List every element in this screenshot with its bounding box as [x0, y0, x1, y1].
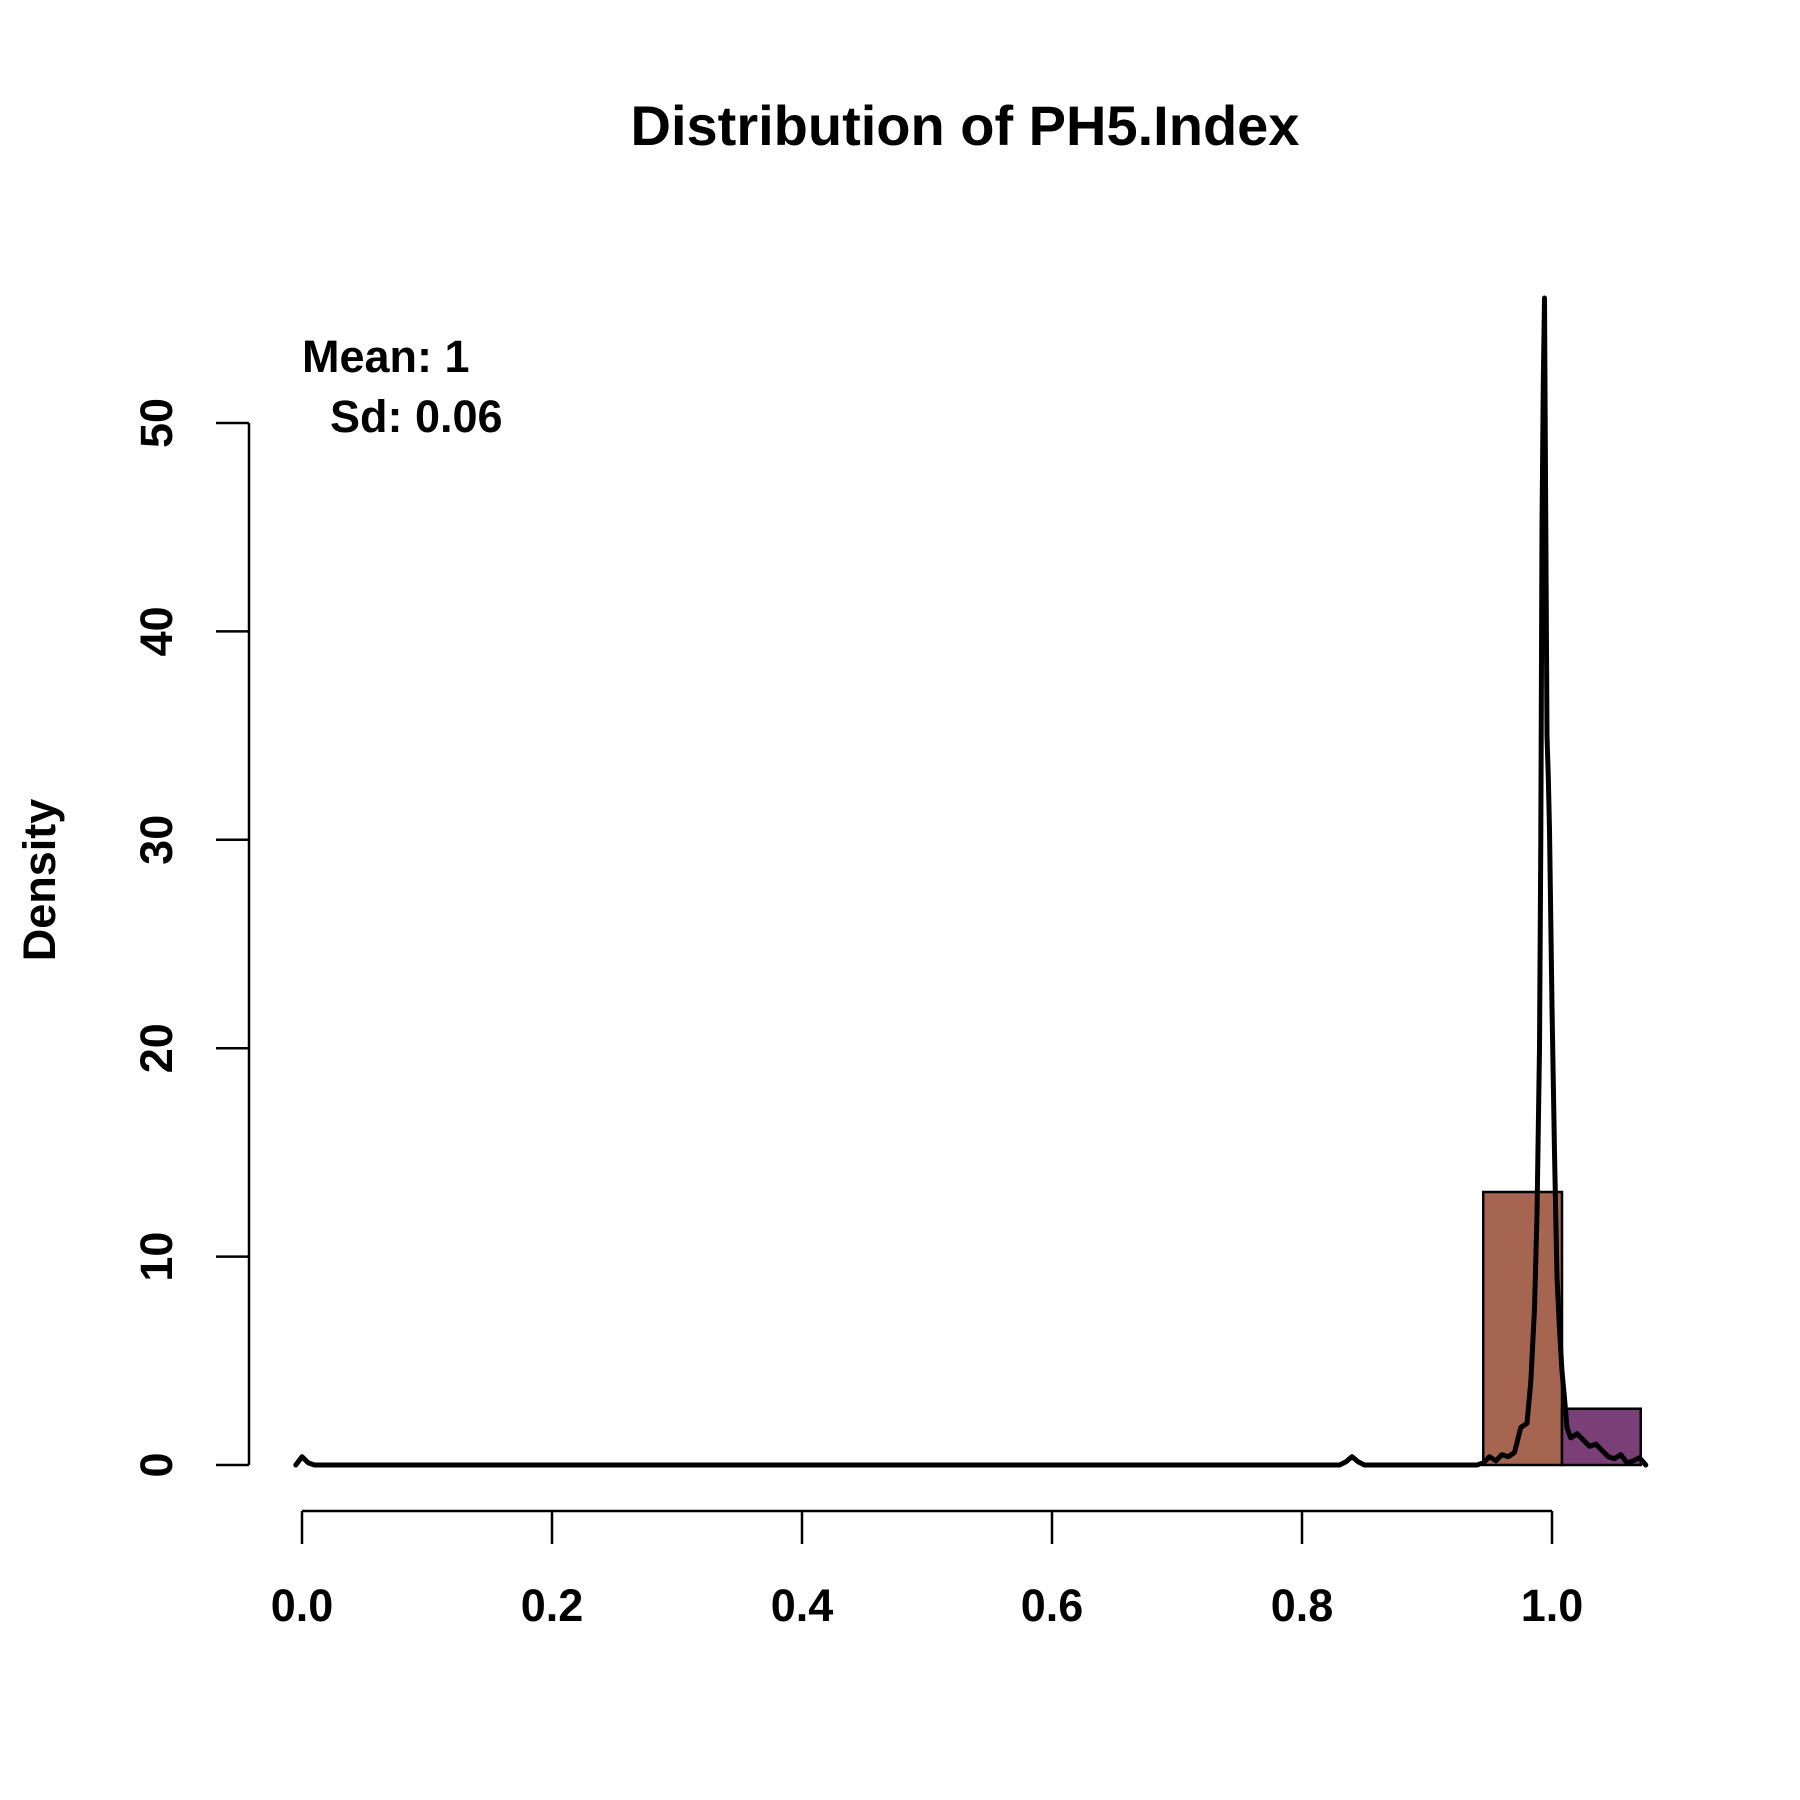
y-axis: 0 10 20 30 40 50: [131, 398, 249, 1478]
mean-annotation: Mean: 1: [302, 331, 470, 382]
y-tick-label: 20: [131, 1023, 182, 1073]
chart-title: Distribution of PH5.Index: [631, 94, 1300, 157]
y-axis-label: Density: [14, 799, 65, 962]
x-tick-label: 0.8: [1271, 1580, 1334, 1631]
x-tick-label: 0.2: [521, 1580, 584, 1631]
y-tick-label: 50: [131, 398, 182, 448]
x-tick-label: 1.0: [1521, 1580, 1584, 1631]
histogram-bars: [1483, 1192, 1641, 1465]
x-tick-label: 0.6: [1021, 1580, 1084, 1631]
y-tick-label: 0: [131, 1452, 182, 1477]
y-tick-label: 30: [131, 815, 182, 865]
x-tick-label: 0.4: [771, 1580, 834, 1631]
x-tick-label: 0.0: [271, 1580, 334, 1631]
sd-annotation: Sd: 0.06: [330, 391, 503, 442]
x-axis: 0.0 0.2 0.4 0.6 0.8 1.0: [271, 1511, 1584, 1631]
y-tick-label: 40: [131, 606, 182, 656]
density-curve: [296, 298, 1646, 1465]
y-tick-label: 10: [131, 1232, 182, 1282]
